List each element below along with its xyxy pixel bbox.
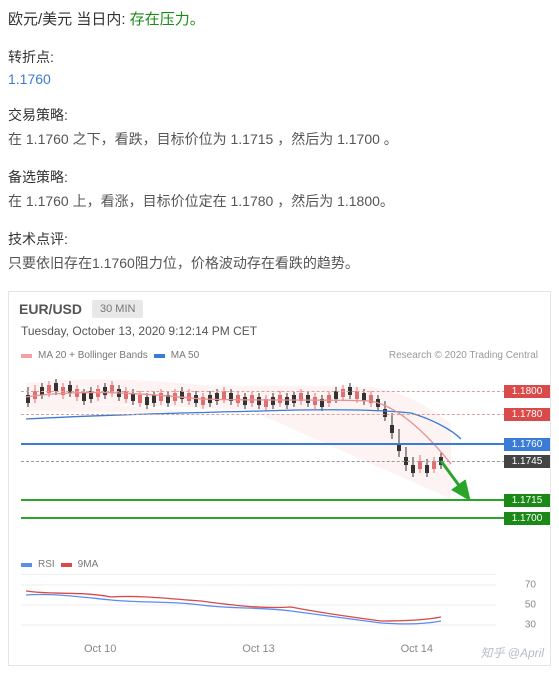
- pivot-section: 转折点: 1.1760: [8, 47, 551, 87]
- swatch-ma20-icon: [21, 354, 32, 358]
- pivot-value: 1.1760: [8, 71, 551, 87]
- level-label: 1.1780: [504, 408, 550, 421]
- strategy-text: 在 1.1760 之下，看跌，目标价位为 1.1715 ，然后为 1.1700 …: [8, 129, 551, 149]
- legend-ma50: MA 50: [171, 350, 199, 361]
- chart-header: EUR/USD 30 MIN: [9, 292, 550, 324]
- swatch-9ma-icon: [61, 563, 72, 567]
- pivot-label: 转折点:: [8, 47, 551, 67]
- watermark: 知乎 @April: [480, 644, 544, 661]
- alt-text: 在 1.1760 上，看涨，目标价位定在 1.1780 ，然后为 1.1800。: [8, 191, 551, 211]
- level-line: 1.1760: [21, 443, 550, 445]
- rsi-tick: 30: [525, 620, 536, 631]
- level-label: 1.1800: [504, 385, 550, 398]
- rsi-svg: [21, 575, 496, 635]
- level-label: 1.1715: [504, 494, 550, 507]
- level-line: 1.1800: [21, 391, 550, 392]
- tech-text: 只要依旧存在1.1760阻力位，价格波动存在看跌的趋势。: [8, 253, 551, 273]
- level-line: 1.1715: [21, 499, 550, 501]
- swatch-rsi-icon: [21, 563, 32, 567]
- rsi-tick: 70: [525, 580, 536, 591]
- legend-ma20: MA 20 + Bollinger Bands: [38, 350, 148, 361]
- legend-1: MA 20 + Bollinger Bands MA 50 Research ©…: [9, 344, 550, 365]
- chart-pair: EUR/USD: [19, 301, 82, 317]
- x-tick: Oct 14: [338, 643, 496, 655]
- swatch-ma50-icon: [154, 354, 165, 358]
- alt-section: 备选策略: 在 1.1760 上，看涨，目标价位定在 1.1780 ，然后为 1…: [8, 167, 551, 211]
- legend-9ma: 9MA: [78, 559, 99, 570]
- tech-label: 技术点评:: [8, 229, 551, 249]
- alt-label: 备选策略:: [8, 167, 551, 187]
- header-line: 欧元/美元 当日内: 存在压力。: [8, 8, 551, 29]
- strategy-label: 交易策略:: [8, 105, 551, 125]
- context: 当日内:: [76, 11, 125, 28]
- level-label: 1.1745: [504, 455, 550, 468]
- strategy-section: 交易策略: 在 1.1760 之下，看跌，目标价位为 1.1715 ，然后为 1…: [8, 105, 551, 149]
- pair-name: 欧元/美元: [8, 11, 72, 28]
- legend-2: RSI 9MA: [9, 557, 550, 574]
- chart-timestamp: Tuesday, October 13, 2020 9:12:14 PM CET: [9, 324, 550, 344]
- rsi-tick: 50: [525, 600, 536, 611]
- x-axis: Oct 10Oct 13Oct 14: [9, 639, 550, 665]
- tech-section: 技术点评: 只要依旧存在1.1760阻力位，价格波动存在看跌的趋势。: [8, 229, 551, 273]
- chart-container: EUR/USD 30 MIN Tuesday, October 13, 2020…: [8, 291, 551, 666]
- price-svg: [21, 369, 496, 549]
- level-line: 1.1780: [21, 414, 550, 415]
- timeframe-badge: 30 MIN: [92, 300, 143, 318]
- price-chart: 1.18001.17801.17601.17451.17151.1700: [21, 369, 496, 549]
- research-credit: Research © 2020 Trading Central: [389, 350, 538, 361]
- legend-rsi: RSI: [38, 559, 55, 570]
- status: 存在压力。: [130, 11, 205, 28]
- x-tick: Oct 13: [179, 643, 337, 655]
- level-label: 1.1760: [504, 438, 550, 451]
- level-line: 1.1745: [21, 461, 550, 462]
- level-line: 1.1700: [21, 517, 550, 519]
- x-tick: Oct 10: [21, 643, 179, 655]
- level-label: 1.1700: [504, 512, 550, 525]
- rsi-chart: 705030: [21, 574, 496, 635]
